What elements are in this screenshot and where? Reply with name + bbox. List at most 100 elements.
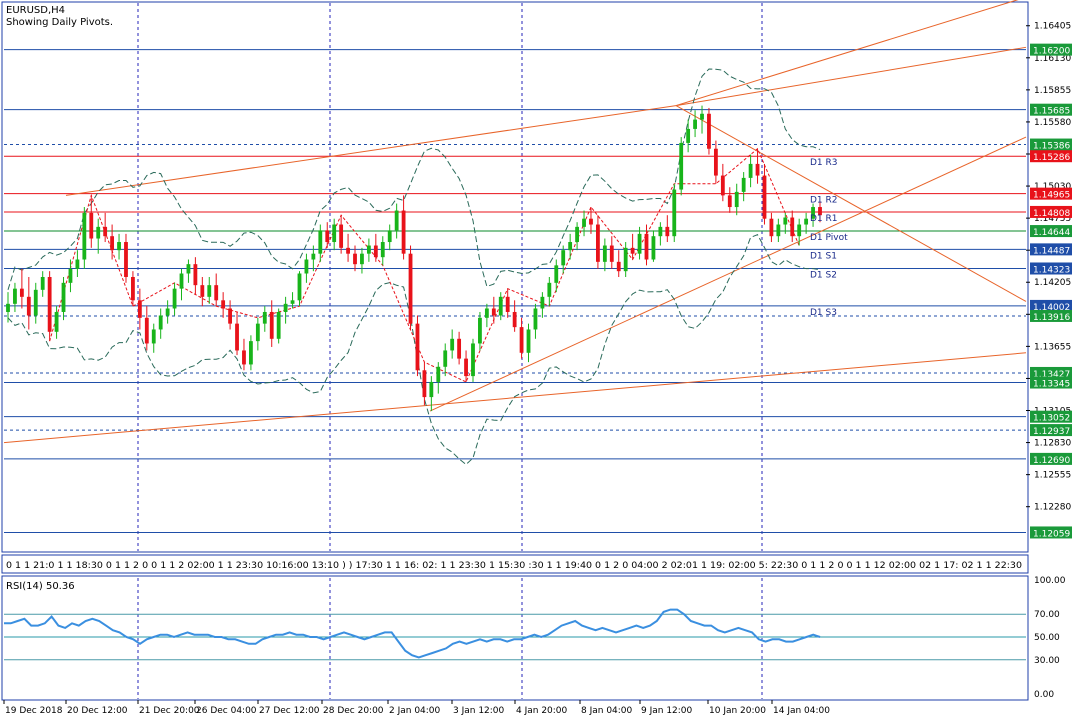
candle-body — [61, 282, 66, 312]
candle-body — [422, 370, 427, 398]
session-strip-frame — [1, 554, 1029, 574]
candle-body — [762, 175, 767, 219]
price-tick-label: 1.14205 — [1034, 278, 1071, 288]
candle-body — [179, 273, 184, 289]
candle-body — [262, 311, 267, 324]
price-level-badge — [1030, 187, 1072, 200]
price-level-value: 1.13345 — [1033, 380, 1070, 390]
trendlines — [3, 0, 1027, 444]
candle-body — [755, 163, 760, 176]
candle-body — [790, 217, 795, 237]
candle-body — [117, 242, 121, 251]
candle-body — [498, 296, 503, 316]
candle-body — [172, 288, 177, 309]
price-tick-label: 1.16130 — [1034, 54, 1071, 64]
price-level-badge — [1030, 43, 1072, 56]
candle-body — [700, 113, 704, 120]
candle-body — [554, 265, 559, 283]
time-label: 8 Jan 04:00 — [581, 706, 633, 716]
pivot-level-name: D1 S3 — [810, 308, 837, 318]
time-label: 3 Jan 12:00 — [453, 706, 505, 716]
candle-body — [89, 212, 94, 239]
candle-body — [575, 226, 580, 243]
price-level-value: 1.13052 — [1033, 414, 1070, 424]
candle-body — [325, 230, 330, 243]
candle-body — [651, 236, 656, 260]
candle-body — [33, 289, 38, 316]
candle-body — [103, 226, 108, 237]
price-tick-label: 1.15855 — [1034, 86, 1071, 96]
trendline — [3, 352, 1027, 444]
candle-body — [540, 296, 545, 309]
candle-body — [769, 218, 774, 237]
price-tick-label: 1.15030 — [1034, 182, 1071, 192]
candle-body — [811, 207, 815, 219]
pivot-level-name: D1 R3 — [810, 158, 838, 168]
candle-body — [297, 273, 302, 301]
candle-body — [82, 212, 87, 260]
candle-body — [533, 308, 538, 330]
candle-body — [686, 128, 691, 143]
candle-body — [582, 218, 586, 227]
candle-body — [304, 259, 309, 274]
candle-body — [741, 177, 746, 192]
candle-body — [248, 341, 253, 365]
candle-body — [276, 311, 281, 339]
candle-body — [158, 315, 163, 330]
price-tick-label: 1.12830 — [1034, 439, 1071, 449]
candle-body — [484, 308, 489, 318]
candle-body — [429, 381, 434, 398]
candle-body — [797, 224, 802, 237]
candle-body — [26, 296, 31, 316]
price-tick-label: 1.12280 — [1034, 503, 1071, 513]
candle-body — [464, 358, 468, 377]
candle-body — [131, 277, 135, 301]
time-label: 27 Dec 12:00 — [259, 706, 320, 716]
price-level-value: 1.15286 — [1033, 153, 1070, 163]
candle-body — [283, 303, 288, 312]
time-label: 26 Dec 04:00 — [196, 706, 257, 716]
price-level-value: 1.12059 — [1033, 529, 1070, 539]
candle-body — [672, 189, 677, 237]
candle-body — [450, 338, 455, 351]
candle-body — [19, 288, 24, 297]
candle-body — [228, 308, 232, 324]
pivot-level-name: D1 R1 — [810, 214, 838, 224]
candle-body — [200, 285, 205, 297]
candle-body — [665, 226, 670, 237]
candle-body — [547, 282, 552, 297]
price-level-badge — [1030, 243, 1072, 256]
candle-body — [360, 253, 364, 265]
pivot-level-name: D1 S1 — [810, 251, 837, 261]
rsi-axis-ticks: 100.00 70.00 50.00 30.00 0.00 — [1034, 576, 1066, 700]
time-label: 21 Dec 20:00 — [139, 706, 200, 716]
candle-body — [727, 195, 732, 208]
price-level-value: 1.12690 — [1033, 456, 1070, 466]
candle-body — [644, 233, 649, 260]
time-label: 4 Jan 20:00 — [516, 706, 568, 716]
price-level-value: 1.16200 — [1033, 47, 1070, 57]
trendline — [65, 105, 677, 196]
candle-body — [96, 226, 101, 239]
trendline — [675, 105, 1027, 302]
price-tick-label: 1.13655 — [1034, 342, 1071, 352]
candle-body — [124, 242, 128, 277]
horizontal-levels — [4, 49, 1026, 533]
price-level-badge — [1030, 424, 1072, 437]
candle-body — [290, 300, 295, 304]
price-level-badge — [1030, 205, 1072, 218]
candle-body — [40, 277, 45, 290]
candlesticks — [6, 105, 822, 412]
candle-body — [193, 264, 198, 286]
trendline — [675, 0, 1019, 107]
price-level-badge — [1030, 225, 1072, 238]
candle-body — [235, 323, 239, 351]
candle-body — [415, 323, 420, 371]
candle-body — [734, 191, 739, 208]
candle-body — [630, 247, 635, 254]
candle-body — [255, 323, 260, 342]
candle-body — [214, 285, 219, 301]
candle-body — [596, 224, 600, 262]
price-level-badge — [1030, 150, 1072, 163]
